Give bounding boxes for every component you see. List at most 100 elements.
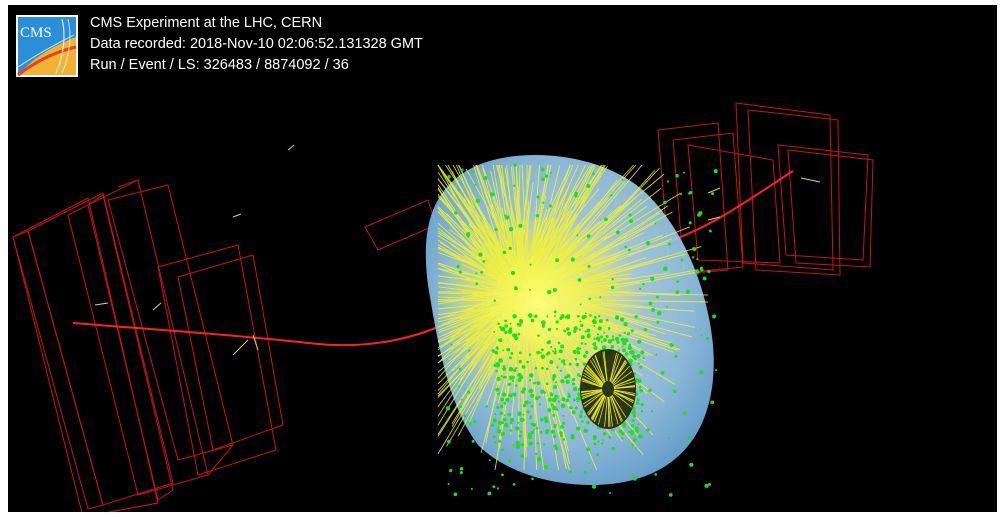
hit [617, 349, 621, 352]
hit [521, 389, 525, 394]
hit [520, 453, 524, 458]
hit [510, 417, 515, 423]
hit [704, 483, 709, 488]
hit [620, 437, 624, 440]
hit [557, 400, 561, 403]
hit [605, 334, 609, 338]
hit [556, 366, 559, 369]
hit [564, 315, 568, 319]
hit [535, 452, 538, 456]
hit [585, 429, 589, 433]
endcap-ray [582, 391, 603, 405]
endcap-ray [607, 396, 610, 428]
experiment-title: CMS Experiment at the LHC, CERN [90, 15, 323, 31]
hit [500, 375, 503, 378]
hit [573, 326, 578, 331]
hit [694, 269, 700, 274]
endcap-ray [608, 396, 611, 427]
hit [637, 402, 640, 405]
hit [593, 442, 597, 446]
hit [600, 341, 603, 344]
hit [602, 439, 605, 442]
hit [601, 442, 604, 445]
hit [646, 428, 650, 432]
hit [669, 493, 673, 497]
hit [503, 414, 506, 417]
recorded-timestamp: Data recorded: 2018-Nov-10 02:06:52.1313… [90, 36, 423, 52]
hit [537, 334, 540, 337]
hit [631, 418, 635, 423]
hit [632, 410, 637, 415]
event-scene [12, 102, 874, 512]
hit [517, 411, 522, 417]
hit [535, 426, 539, 430]
endcap-ray [613, 377, 634, 387]
hit [502, 417, 507, 422]
hit [509, 429, 512, 432]
endcap-ray [590, 359, 605, 384]
hit [508, 246, 512, 251]
hit [584, 342, 587, 346]
hit [530, 404, 534, 408]
hit [657, 310, 662, 316]
hit [555, 408, 559, 411]
hit [610, 194, 613, 197]
hit [480, 270, 484, 274]
hit [631, 443, 634, 447]
hit [648, 388, 652, 392]
hit [548, 340, 551, 343]
hit [637, 362, 640, 365]
hit [528, 353, 532, 356]
hit [576, 350, 581, 355]
endcap-rays [581, 351, 636, 428]
hit [624, 352, 629, 356]
hit [574, 349, 577, 353]
hit [575, 426, 581, 431]
hit [521, 365, 526, 369]
endcap-ray [613, 381, 635, 388]
hit [592, 342, 597, 346]
hit [492, 435, 496, 439]
hit [503, 401, 507, 405]
hit [515, 444, 521, 449]
hit [712, 314, 717, 319]
hit [543, 416, 548, 421]
hit [599, 296, 602, 299]
hit [571, 382, 575, 386]
hit [585, 350, 589, 355]
hit [552, 288, 557, 292]
hit [568, 470, 572, 474]
hit [502, 364, 506, 368]
cms-logo-icon: CMS [16, 15, 78, 77]
endcap-ray [611, 361, 628, 384]
hit [601, 345, 607, 350]
hit [513, 368, 517, 372]
hit [459, 467, 464, 471]
hit [559, 431, 563, 435]
hit [468, 422, 472, 426]
hit [570, 257, 575, 262]
hit [507, 329, 513, 334]
hit [621, 179, 624, 181]
hit [630, 433, 633, 436]
hit [700, 268, 704, 272]
hit [487, 491, 492, 496]
muon-chamber [157, 244, 277, 476]
hit [538, 403, 542, 406]
hit [500, 404, 504, 409]
hit [449, 468, 453, 473]
hit [493, 363, 497, 368]
hit [579, 303, 582, 306]
endcap-ray [581, 389, 603, 396]
hit [456, 264, 460, 269]
hit [519, 430, 523, 434]
hit [522, 403, 527, 408]
hit [650, 276, 655, 281]
endcap-ray [603, 351, 608, 382]
event-display-canvas[interactable]: CMS CMS Experiment at the LHC, CERN Data… [8, 5, 997, 512]
endcap-ray [612, 365, 630, 385]
hit [597, 314, 601, 318]
hit [584, 312, 587, 315]
hit [570, 434, 575, 438]
hit [508, 366, 514, 372]
